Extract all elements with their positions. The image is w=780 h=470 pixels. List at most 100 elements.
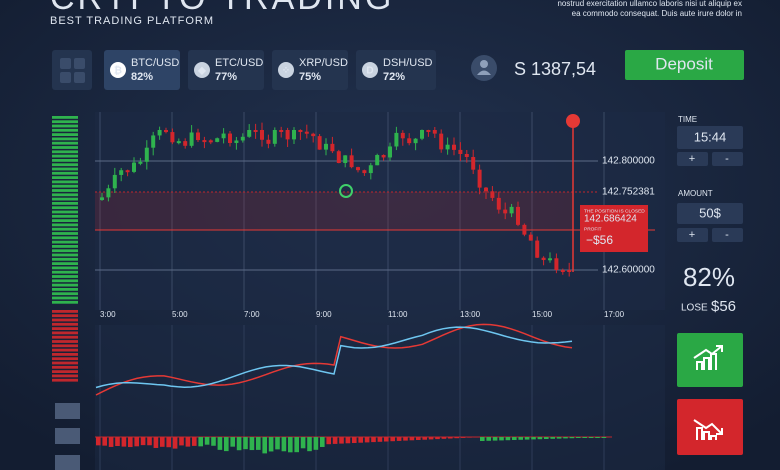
time-label: TIME (678, 115, 697, 124)
deposit-button[interactable] (625, 50, 744, 80)
price-label: 142.752381 (602, 187, 655, 198)
ticker-percent: 72% (383, 71, 405, 83)
candle (247, 130, 252, 137)
candle (484, 187, 488, 192)
profit-value: −$56 (586, 233, 613, 247)
time-box[interactable] (677, 126, 743, 149)
lose-value: $56 (711, 298, 736, 315)
histogram-bar (96, 437, 101, 446)
candle (356, 167, 360, 171)
candle (528, 234, 533, 241)
volume-bar (52, 116, 78, 119)
histogram-bar (294, 437, 299, 453)
candle (119, 170, 124, 175)
put-button[interactable] (677, 399, 743, 455)
candle (541, 257, 546, 261)
volume-bar (52, 133, 78, 136)
candle (368, 165, 373, 174)
candle (509, 206, 514, 214)
candle (112, 174, 117, 189)
profit-label: PROFIT (584, 226, 602, 232)
candle (426, 130, 431, 132)
histogram-bar (211, 437, 216, 446)
candle (234, 140, 239, 143)
ticker-button[interactable] (188, 50, 264, 90)
candle (221, 133, 226, 139)
candle (324, 143, 328, 150)
volume-bar (52, 370, 78, 373)
plus-button[interactable] (677, 228, 708, 242)
volume-bar (52, 344, 78, 348)
candle (471, 157, 476, 170)
candle (560, 270, 565, 272)
volume-bar (52, 120, 78, 124)
time-label: 15:00 (532, 310, 553, 319)
time-label: 5:00 (172, 310, 188, 319)
histogram-bar (480, 437, 485, 441)
histogram-bar (204, 437, 210, 445)
volume-bar (52, 292, 78, 296)
note: nostrud exercitation ullamco laboris nis… (557, 0, 742, 8)
volume-bar (52, 189, 78, 192)
candle (228, 133, 232, 143)
candle (407, 138, 412, 144)
minus-button[interactable] (712, 152, 743, 166)
amount-box[interactable] (677, 203, 743, 224)
histogram-bar (371, 437, 376, 443)
candle (157, 130, 162, 136)
candle (522, 224, 527, 235)
ticker-button[interactable] (356, 50, 436, 90)
price-label: 142.800000 (602, 156, 655, 167)
ticker-button[interactable] (272, 50, 348, 90)
volume-bar (52, 327, 78, 330)
histogram-bar (300, 437, 306, 449)
volume-bar (52, 335, 78, 339)
volume-bar (52, 197, 78, 201)
ticker-button[interactable] (104, 50, 180, 90)
histogram-bar (422, 437, 427, 440)
ticker-percent: 82% (131, 71, 153, 83)
time-label: 13:00 (460, 310, 481, 319)
amount-value: 50$ (699, 205, 721, 220)
avatar-head (480, 60, 488, 68)
volume-bar (52, 206, 78, 210)
ticker-icon-letter: D (366, 66, 373, 77)
candle (138, 161, 143, 164)
histogram-bar (313, 437, 319, 450)
histogram-bar (275, 437, 280, 450)
ticker-icon-letter: ₿ (114, 65, 122, 77)
volume-bar (52, 202, 78, 205)
volume-bar (52, 283, 78, 287)
volume-bar (52, 219, 78, 222)
histogram-bar (467, 437, 472, 438)
candle (400, 132, 405, 139)
ticker-icon (194, 62, 210, 78)
volume-bar (52, 245, 78, 248)
candle (144, 147, 149, 162)
histogram-bar (217, 437, 223, 450)
histogram-bar (499, 437, 504, 441)
minus-button[interactable] (712, 228, 743, 242)
volume-bar (52, 270, 78, 274)
histogram-bar (256, 437, 261, 450)
time-label: 11:00 (388, 310, 408, 319)
ticker-pair: BTC/USD (131, 57, 179, 69)
candle (490, 191, 495, 198)
candle (317, 136, 322, 150)
candle (183, 141, 188, 146)
note: ea commodo consequat. Duis aute irure do… (572, 9, 742, 18)
histogram-bar (198, 437, 203, 447)
menu-button[interactable] (52, 50, 92, 90)
amount-label: AMOUNT (678, 189, 713, 198)
histogram-bar (544, 437, 549, 439)
volume-bar (52, 322, 78, 326)
candle (164, 130, 168, 133)
volume-bar (52, 128, 78, 132)
candle (298, 130, 303, 132)
candle (439, 133, 444, 150)
lose-label: LOSE (681, 303, 708, 314)
histogram-bar (460, 437, 466, 438)
plus-button[interactable] (677, 152, 708, 166)
histogram-bar (326, 437, 331, 445)
histogram-bar (409, 437, 415, 441)
